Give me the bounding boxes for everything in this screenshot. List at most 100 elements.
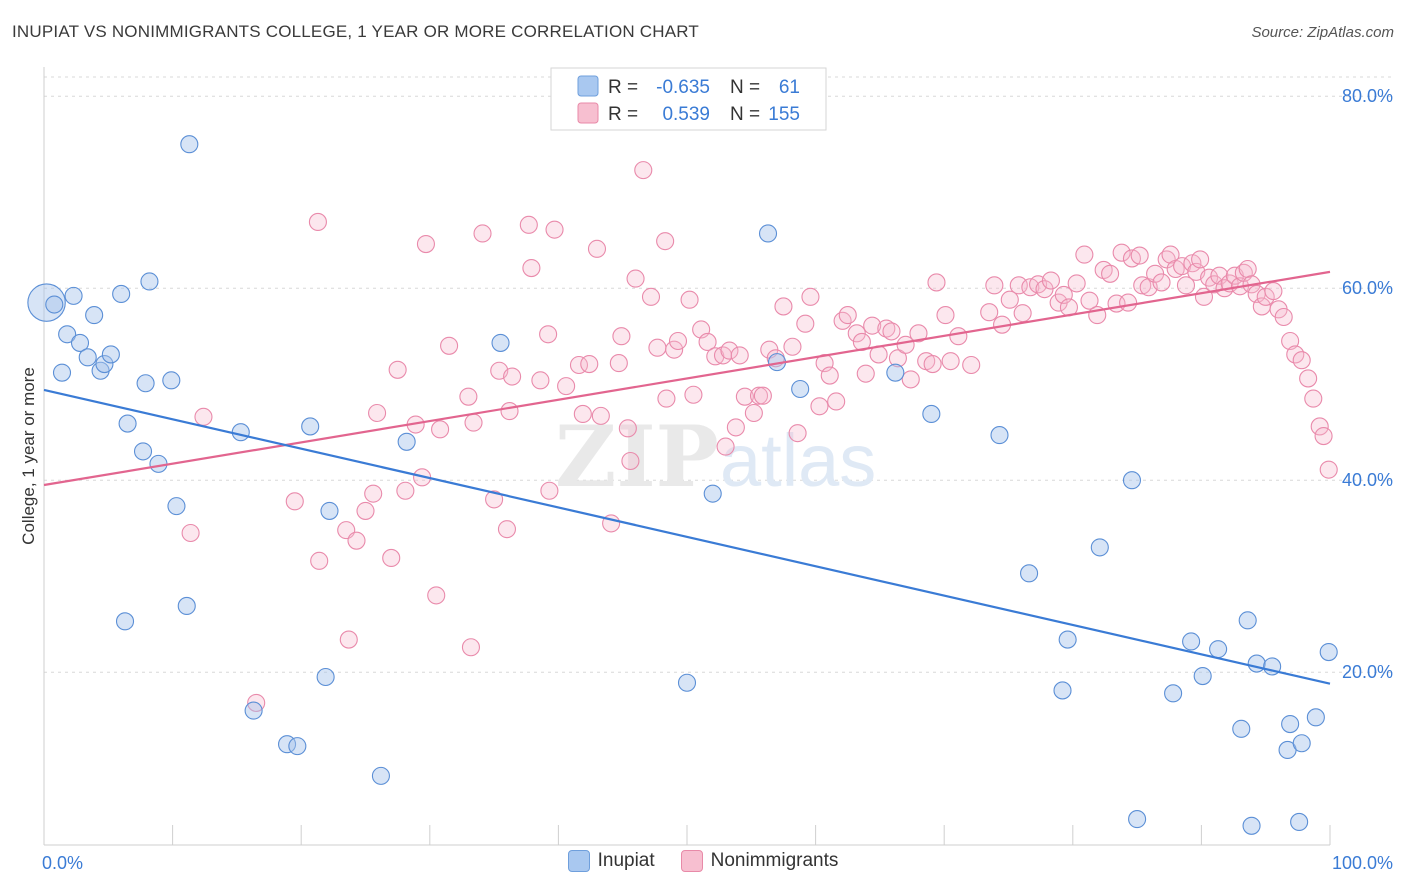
nonimmigrants-point [726, 418, 745, 437]
inupiat-point [1319, 642, 1338, 662]
y-axis-label: College, 1 year or more [19, 367, 38, 545]
nonimmigrants-point [783, 337, 802, 356]
nonimmigrants-point [641, 287, 661, 306]
legend-swatch-nonimmigrants [680, 850, 703, 872]
inupiat-point [149, 454, 168, 473]
inupiat-point [371, 766, 390, 785]
nonimmigrants-point [882, 322, 901, 341]
nonimmigrants-point [901, 370, 920, 389]
nonimmigrants-point [1075, 245, 1094, 264]
inupiat-points [27, 135, 1338, 835]
inupiat-point [301, 417, 320, 436]
inupiat-point [1238, 611, 1257, 630]
nonimmigrants-point [796, 314, 815, 333]
nonimmigrants-point [668, 331, 688, 351]
nonimmigrants-point [461, 638, 481, 657]
nonimmigrants-point [1130, 246, 1149, 265]
nonimmigrants-point [473, 224, 492, 243]
inupiat-point [231, 423, 250, 442]
nonimmigrants-point [684, 385, 703, 404]
nonimmigrants-points [181, 161, 1338, 712]
nonimmigrants-point [1281, 331, 1300, 351]
inupiat-point [1242, 816, 1261, 835]
legend-r-value: -0.635 [656, 77, 710, 98]
inupiat-point [1128, 810, 1147, 829]
nonimmigrants-point [427, 586, 446, 605]
inupiat-point [288, 737, 307, 756]
inupiat-point [703, 484, 722, 503]
nonimmigrants-point [485, 490, 504, 509]
nonimmigrants-point [1041, 271, 1060, 290]
nonimmigrants-point [1191, 250, 1210, 269]
nonimmigrants-point [181, 523, 200, 543]
inupiat-point [162, 371, 181, 390]
nonimmigrants-point [856, 364, 875, 383]
nonimmigrants-point [459, 387, 478, 406]
nonimmigrants-point [531, 371, 550, 390]
source-label: Source: ZipAtlas.com [1251, 24, 1394, 41]
y-tick-label: 80.0% [1342, 86, 1393, 106]
nonimmigrants-point [730, 346, 749, 365]
inupiat-point [791, 379, 810, 399]
nonimmigrants-point [573, 404, 592, 424]
legend-label-inupiat: Inupiat [597, 850, 655, 871]
inupiat-point [95, 354, 114, 374]
legend-r-value: 0.539 [662, 104, 710, 125]
nonimmigrants-point [396, 481, 415, 500]
inupiat-point [136, 374, 155, 393]
legend-n-value: 155 [768, 104, 800, 125]
nonimmigrants-point [1319, 460, 1338, 479]
nonimmigrants-point [1299, 369, 1318, 388]
nonimmigrants-point [388, 360, 407, 379]
nonimmigrants-point [626, 269, 645, 288]
nonimmigrants-point [1161, 245, 1180, 264]
nonimmigrants-point [847, 324, 866, 343]
nonimmigrants-point [927, 273, 946, 292]
nonimmigrants-point [612, 327, 631, 346]
inupiat-point [1182, 632, 1201, 651]
nonimmigrants-point [440, 336, 459, 355]
inupiat-point [1209, 640, 1228, 659]
nonimmigrants-point [500, 402, 519, 421]
inupiat-point [677, 673, 697, 692]
nonimmigrants-point [591, 406, 610, 425]
inupiat-point [1247, 654, 1266, 673]
watermark-atlas: atlas [720, 419, 876, 502]
nonimmigrants-point [194, 407, 213, 426]
legend-label-nonimmigrants: Nonimmigrants [710, 850, 839, 871]
inupiat-point [922, 404, 941, 424]
nonimmigrants-point [557, 377, 576, 396]
inupiat-point [1281, 714, 1300, 734]
inupiat-point [758, 224, 778, 243]
inupiat-point [118, 414, 137, 433]
nonimmigrants-point [909, 324, 928, 343]
x-tick-label: 0.0% [42, 853, 83, 873]
nonimmigrants-point [1176, 276, 1196, 295]
nonimmigrants-point [618, 419, 637, 438]
nonimmigrants-point [680, 290, 699, 309]
tick-labels: 20.0% 40.0% 60.0% 80.0% 0.0% 100.0% [42, 86, 1393, 873]
nonimmigrants-point [464, 413, 483, 432]
nonimmigrants-point [310, 551, 329, 570]
nonimmigrants-point [698, 332, 717, 352]
legend-top: R = -0.635 N = 61 R = 0.539 N = 155 [550, 67, 827, 131]
inupiat-point [990, 426, 1009, 445]
nonimmigrants-point [621, 451, 640, 471]
nonimmigrants-point [1067, 274, 1086, 293]
axes [43, 67, 1331, 846]
inupiat-point [45, 295, 64, 314]
nonimmigrants-point [308, 212, 327, 232]
nonimmigrants-point [1205, 275, 1224, 294]
nonimmigrants-point [1304, 389, 1323, 408]
nonimmigrants-point [888, 349, 907, 368]
nonimmigrants-point [634, 161, 653, 180]
nonimmigrants-point [936, 306, 955, 325]
inupiat-point [64, 286, 83, 305]
inupiat-point [397, 432, 416, 451]
inupiat-point [140, 272, 159, 291]
nonimmigrants-point [985, 276, 1004, 295]
inupiat-point [1122, 471, 1142, 490]
inupiat-point [112, 284, 131, 304]
nonimmigrants-point [665, 340, 684, 359]
